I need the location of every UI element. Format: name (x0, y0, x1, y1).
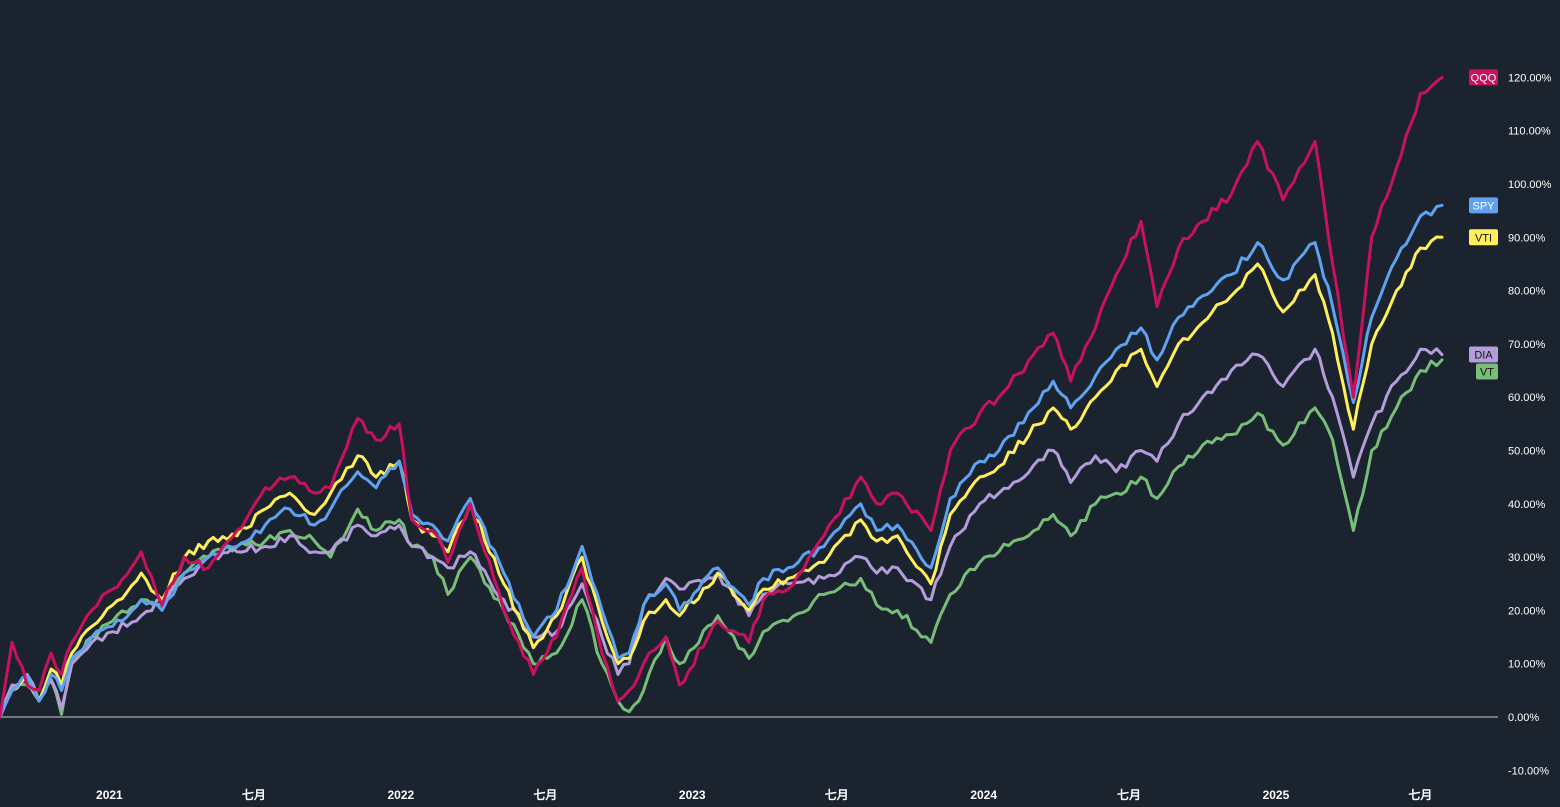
end-label-text: VTI (1475, 232, 1492, 244)
y-tick-label: 10.00% (1508, 659, 1546, 671)
y-tick-label: 40.00% (1508, 499, 1546, 511)
series-line-qqq (0, 75, 1444, 719)
x-tick-label: 七月 (533, 788, 557, 802)
end-label-badge (1469, 229, 1498, 246)
x-tick-label: 2021 (96, 788, 123, 802)
end-label-badge (1469, 69, 1498, 86)
y-tick-label: 60.00% (1508, 392, 1546, 404)
series-end-labels: QQQ SPY VTI DIA VT (1469, 69, 1498, 380)
y-axis: 120.00% 110.00% 100.00% 90.00% 80.00% 70.00% 6… (1508, 72, 1552, 777)
series-line-dia (0, 347, 1444, 719)
series-line-vti (0, 235, 1444, 719)
end-label-spy: SPY (1469, 197, 1498, 214)
x-tick-label: 2022 (387, 788, 414, 802)
y-tick-label: 100.00% (1508, 179, 1552, 191)
y-tick-label: 80.00% (1508, 286, 1546, 298)
end-label-vti: VTI (1469, 229, 1498, 246)
y-tick-label: 50.00% (1508, 446, 1546, 458)
x-tick-label: 2025 (1263, 788, 1290, 802)
y-tick-label: -10.00% (1508, 765, 1549, 777)
end-label-text: VT (1480, 367, 1494, 379)
end-label-text: SPY (1472, 200, 1495, 212)
y-tick-label: 90.00% (1508, 232, 1546, 244)
y-tick-label: 120.00% (1508, 72, 1552, 84)
end-label-text: DIA (1474, 350, 1493, 362)
end-label-text: QQQ (1471, 72, 1497, 84)
x-tick-label: 2024 (970, 788, 997, 802)
x-axis: 2021 七月 2022 七月 2023 七月 2024 七月 2025 七月 (96, 788, 1432, 802)
series-line-vt (0, 358, 1444, 719)
end-label-dia: DIA (1469, 346, 1498, 363)
series-lines (0, 75, 1444, 719)
x-tick-label: 七月 (1117, 788, 1141, 802)
x-tick-label: 2023 (679, 788, 706, 802)
y-tick-label: 110.00% (1508, 126, 1551, 138)
y-tick-label: 70.00% (1508, 339, 1546, 351)
end-label-badge (1476, 363, 1498, 380)
series-line-spy (0, 203, 1444, 719)
end-label-badge (1469, 197, 1498, 214)
end-label-vt: VT (1476, 363, 1498, 380)
x-tick-label: 七月 (1408, 788, 1432, 802)
x-tick-label: 七月 (242, 788, 266, 802)
x-tick-label: 七月 (825, 788, 849, 802)
end-label-badge (1469, 346, 1498, 363)
y-tick-label: 0.00% (1508, 712, 1539, 724)
y-tick-label: 20.00% (1508, 605, 1546, 617)
end-label-qqq: QQQ (1469, 69, 1498, 86)
y-tick-label: 30.00% (1508, 552, 1546, 564)
